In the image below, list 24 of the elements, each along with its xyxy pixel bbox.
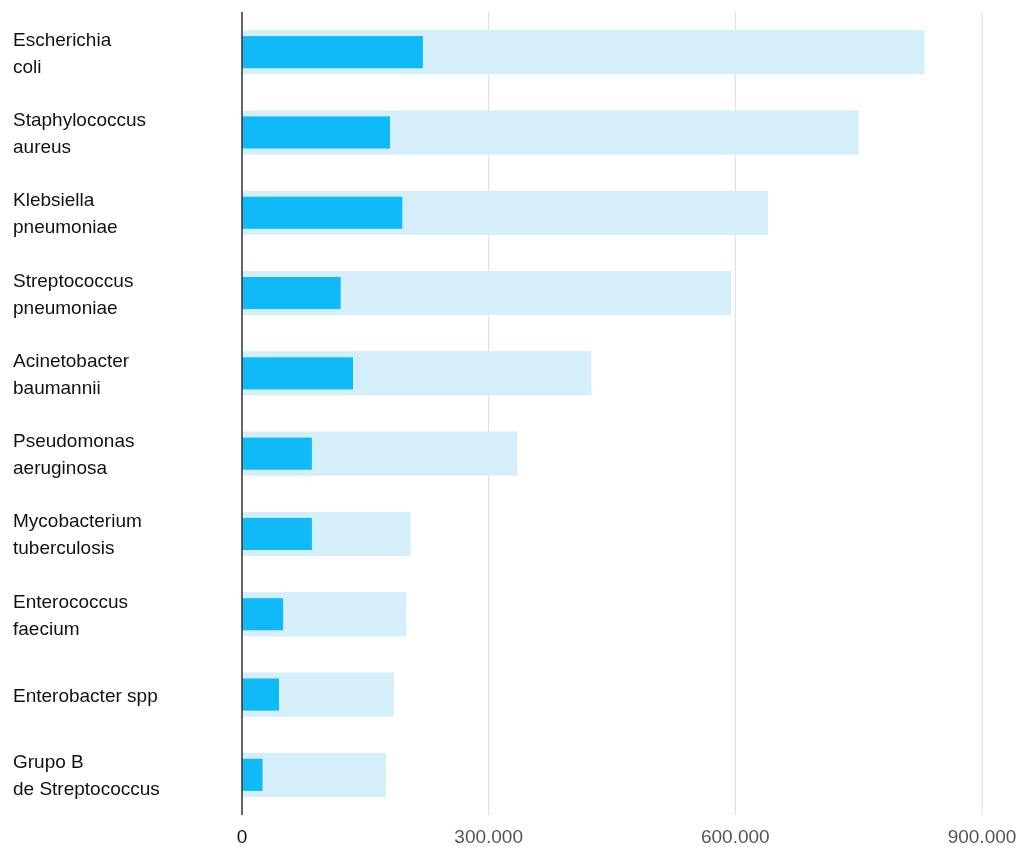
x-tick-label: 600.000 (700, 826, 770, 847)
bar (242, 758, 263, 791)
y-tick-label: Acinetobacter baumannii (13, 349, 130, 398)
bar (242, 357, 353, 390)
bar (242, 36, 423, 69)
y-tick-label: Streptococcus pneumoniae (13, 269, 134, 318)
y-tick-label: Mycobacterium tuberculosis (13, 510, 142, 559)
bar (242, 276, 341, 310)
y-tick-label: Staphylococcus aureus (13, 108, 147, 157)
y-tick-label: Enterococcus faecium (13, 590, 129, 639)
y-tick-label: Escherichia coli (13, 28, 112, 77)
bar (242, 116, 390, 149)
bar (242, 437, 312, 470)
y-tick-label: Pseudomonas aeruginosa (13, 430, 135, 479)
x-tick-label: 300.000 (454, 826, 524, 847)
x-tick-label: 900.000 (947, 826, 1017, 847)
bar (242, 196, 403, 229)
x-tick-label: 0 (236, 826, 248, 847)
bar (242, 678, 279, 711)
y-tick-label: Klebsiella pneumoniae (13, 189, 118, 238)
y-tick-label: Grupo B de Streptococcus (13, 751, 160, 800)
bar (242, 517, 312, 551)
bar (242, 598, 284, 631)
y-tick-label: Enterobacter spp (13, 684, 158, 706)
